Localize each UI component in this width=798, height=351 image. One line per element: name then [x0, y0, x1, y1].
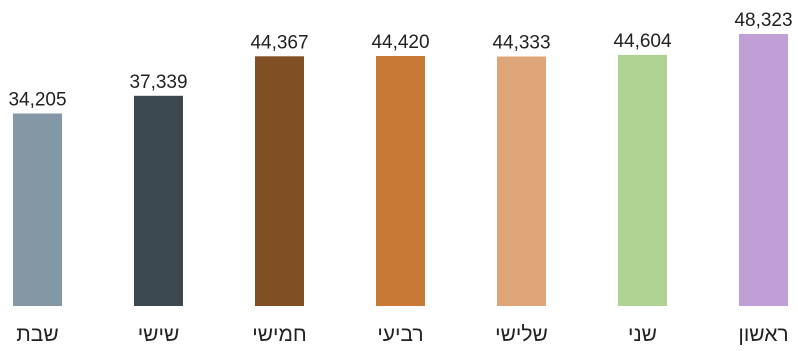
bar-0 [13, 114, 62, 307]
value-label-6: 48,323 [734, 10, 792, 31]
bar-5 [618, 55, 667, 306]
bar-6 [739, 34, 788, 306]
bar-1 [134, 96, 183, 306]
bar-4 [497, 57, 546, 307]
value-label-4: 44,333 [492, 33, 550, 54]
value-label-2: 44,367 [250, 32, 308, 53]
category-label-2: חמישי [252, 323, 307, 346]
bar-2 [255, 56, 304, 306]
category-label-6: ראשון [738, 323, 788, 346]
category-label-4: שלישי [495, 323, 548, 346]
bar-3 [376, 56, 425, 306]
value-label-0: 34,205 [8, 90, 66, 111]
value-label-3: 44,420 [371, 32, 429, 53]
category-labels-group: שבת שישי חמישי רביעי שלישי שני ראשון [16, 323, 788, 346]
category-label-0: שבת [16, 323, 58, 346]
category-label-3: רביעי [377, 323, 423, 346]
category-label-1: שישי [138, 323, 180, 346]
category-label-5: שני [628, 323, 657, 346]
value-label-5: 44,604 [613, 31, 672, 52]
value-label-1: 37,339 [129, 72, 187, 93]
